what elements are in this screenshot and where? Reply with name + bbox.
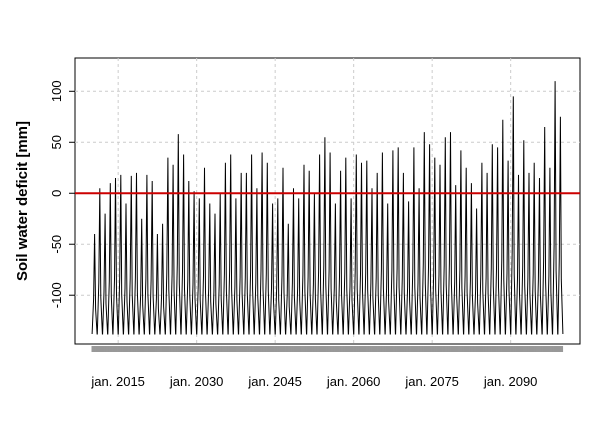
series-layer	[91, 81, 564, 335]
x-tick-label: jan. 2030	[169, 374, 224, 389]
time-rug	[91, 346, 564, 352]
x-tick-label: jan. 2090	[483, 374, 538, 389]
x-tick-label: jan. 2045	[247, 374, 302, 389]
y-tick-label: 100	[49, 80, 64, 102]
x-tick-label: jan. 2060	[326, 374, 381, 389]
x-tick-label: jan. 2015	[90, 374, 145, 389]
rug-marks	[91, 346, 564, 352]
y-tick-label: 0	[49, 190, 64, 197]
series-line	[91, 81, 564, 335]
y-tick-label: -100	[49, 282, 64, 308]
y-tick-label: 50	[49, 135, 64, 149]
x-tick-label: jan. 2075	[404, 374, 459, 389]
y-axis: -100 -50 0 50 100	[49, 80, 75, 308]
y-axis-label: Soil water deficit [mm]	[14, 121, 31, 281]
x-axis: jan. 2015 jan. 2030 jan. 2045 jan. 2060 jan.…	[90, 374, 537, 389]
y-tick-label: -50	[49, 235, 64, 254]
